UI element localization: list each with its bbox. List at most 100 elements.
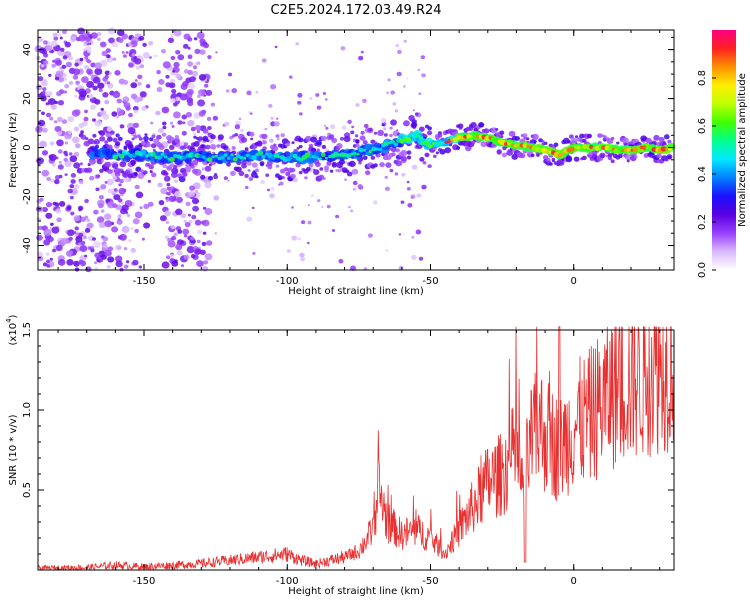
heat-blob-775 <box>104 249 112 257</box>
heat-blob-481 <box>162 61 171 69</box>
heat-blob-1534 <box>553 142 559 147</box>
heat-blob-2111 <box>236 154 241 159</box>
heat-blob-619 <box>181 130 187 136</box>
heat-blob-957 <box>250 112 253 115</box>
heat-blob-755 <box>104 140 109 144</box>
heat-blob-1321 <box>370 155 376 160</box>
heat-blob-1087 <box>169 163 175 168</box>
heat-blob-421 <box>204 83 209 88</box>
svg-text:(x104): (x104) <box>5 314 19 345</box>
heat-blob-1660 <box>662 141 667 145</box>
heat-blob-1045 <box>133 135 138 139</box>
heat-blob-852 <box>384 175 388 179</box>
heat-blob-338 <box>105 131 112 138</box>
heat-blob-877 <box>351 125 354 129</box>
heat-blob-2072 <box>112 154 119 160</box>
heat-blob-526 <box>168 82 176 89</box>
heat-blob-2110 <box>232 157 238 162</box>
heat-blob-928 <box>389 168 394 173</box>
heat-blob-714 <box>111 41 119 48</box>
heat-blob-271 <box>107 82 114 89</box>
heat-blob-836 <box>274 45 278 49</box>
heat-blob-1567 <box>581 155 587 161</box>
heat-blob-606 <box>183 234 188 238</box>
heat-blob-499 <box>192 132 197 136</box>
heat-blob-2093 <box>179 155 184 160</box>
heat-blob-591 <box>193 112 201 119</box>
heat-blob-672 <box>106 126 113 132</box>
heat-blob-800 <box>67 188 73 194</box>
heat-blob-914 <box>398 233 402 236</box>
heat-blob-1501 <box>526 137 530 141</box>
heat-blob-1344 <box>390 119 397 126</box>
heat-blob-2108 <box>226 156 231 160</box>
heat-blob-657 <box>194 125 202 131</box>
heat-blob-1252 <box>311 147 317 153</box>
heat-blob-1130 <box>207 175 214 181</box>
heat-blob-1505 <box>531 153 535 158</box>
heat-blob-2134 <box>308 155 313 159</box>
heat-blob-1205 <box>271 145 279 152</box>
heat-blob-1055 <box>144 133 148 137</box>
heat-blob-195 <box>183 219 187 223</box>
heat-blob-28 <box>207 126 212 130</box>
heat-blob-866 <box>286 249 291 253</box>
heat-blob-688 <box>63 90 68 94</box>
heat-blob-696 <box>131 41 135 45</box>
heat-blob-964 <box>362 98 367 104</box>
heat-blob-1228 <box>291 141 295 145</box>
snr-y-tick-label: 0.5 <box>22 482 33 498</box>
heat-blob-680 <box>161 49 166 54</box>
heat-blob-537 <box>187 100 194 107</box>
heat-blob-622 <box>176 196 183 203</box>
heat-blob-84 <box>84 64 90 70</box>
heat-blob-2165 <box>405 137 411 142</box>
heat-blob-431 <box>174 67 180 73</box>
heat-blob-1262 <box>321 135 327 141</box>
heat-blob-891 <box>234 124 241 130</box>
heat-blob-779 <box>183 254 190 260</box>
heat-blob-963 <box>383 127 387 131</box>
heat-blob-981 <box>231 88 237 94</box>
heat-blob-930 <box>264 127 268 131</box>
heat-blob-2100 <box>201 155 206 159</box>
heat-blob-2074 <box>119 153 125 159</box>
heat-blob-888 <box>251 162 258 168</box>
heat-blob-1296 <box>350 130 355 135</box>
heat-blob-861 <box>331 229 336 232</box>
heat-blob-818 <box>270 84 277 90</box>
heat-blob-348 <box>49 116 54 121</box>
heat-blob-2084 <box>150 152 156 157</box>
heat-blob-2116 <box>251 155 257 161</box>
heat-blob-1085 <box>169 144 175 150</box>
heat-blob-1031 <box>122 171 129 178</box>
heat-blob-2146 <box>345 153 352 159</box>
heat-blob-1010 <box>104 161 111 168</box>
heat-blob-851 <box>335 214 340 219</box>
heat-blob-758 <box>185 77 192 83</box>
heat-blob-1263 <box>322 177 326 180</box>
heat-blob-321 <box>177 54 185 61</box>
heat-blob-46 <box>134 184 140 190</box>
heat-blob-225 <box>45 112 52 118</box>
heat-blob-594 <box>173 61 180 68</box>
colorbar-tick-label: 0.0 <box>697 262 708 278</box>
heat-blob-439 <box>42 262 48 267</box>
heat-blob-206 <box>84 109 88 114</box>
heat-blob-474 <box>97 82 105 89</box>
heat-blob-473 <box>61 119 68 124</box>
heat-blob-678 <box>185 111 192 118</box>
heat-blob-2129 <box>292 153 298 159</box>
spectrogram-y-ticks: -40 -20 0 20 40 <box>22 36 674 271</box>
heat-blob-364 <box>42 127 48 133</box>
heat-blob-1339 <box>385 162 392 168</box>
heat-blob-483 <box>80 240 86 246</box>
heat-blob-108 <box>161 106 170 114</box>
heat-blob-1168 <box>238 170 245 177</box>
heat-blob-929 <box>367 233 373 238</box>
heat-blob-968 <box>407 203 413 208</box>
heat-blob-89 <box>89 175 95 181</box>
heat-blob-1072 <box>156 134 162 140</box>
heat-blob-180 <box>148 56 152 59</box>
heat-blob-1113 <box>191 159 199 166</box>
